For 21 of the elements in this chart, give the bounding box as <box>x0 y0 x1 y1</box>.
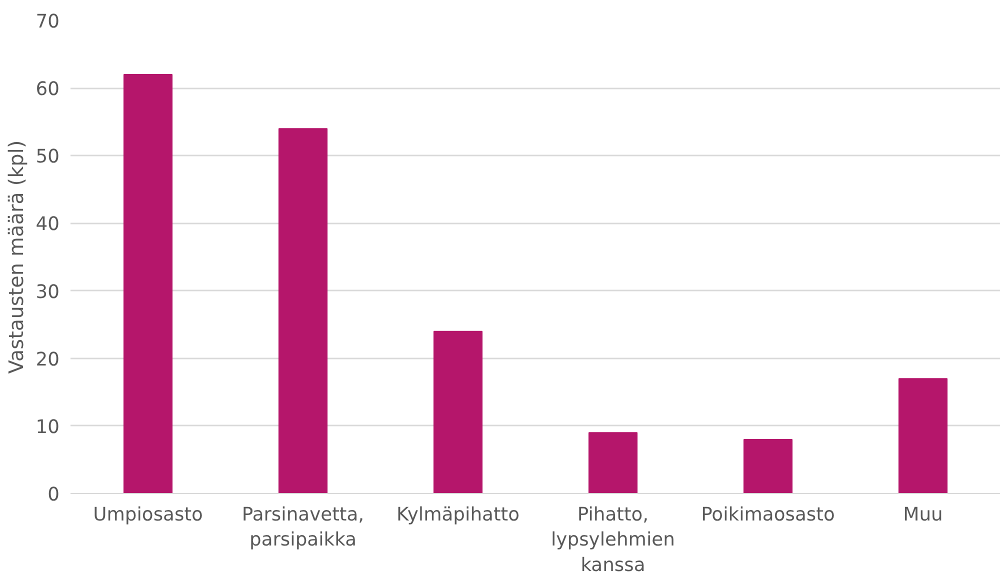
bar <box>123 74 173 494</box>
bar <box>433 330 483 494</box>
x-tick-label: Umpiosasto <box>93 504 203 526</box>
x-tick-label: Poikimaosasto <box>701 504 835 526</box>
y-tick-label: 50 <box>36 146 60 168</box>
y-tick-label: 40 <box>36 214 60 236</box>
y-tick-label: 0 <box>48 484 60 506</box>
y-axis-title: Vastausten määrä (kpl) <box>4 140 28 374</box>
x-tick-label: Muu <box>903 504 943 526</box>
y-tick-label: 60 <box>36 79 60 100</box>
x-tick-label: Pihatto, lypsylehmien kanssa <box>551 504 675 576</box>
bar <box>743 438 793 494</box>
y-tick-label: 10 <box>36 416 60 438</box>
bar <box>898 378 948 494</box>
bar <box>278 128 328 494</box>
y-tick-label: 70 <box>36 12 60 32</box>
y-tick-label: 20 <box>36 349 60 370</box>
y-tick-label: 30 <box>36 282 60 303</box>
x-tick-label: Kylmäpihatto <box>396 504 520 526</box>
bar <box>588 432 638 494</box>
x-tick-label: Parsinavetta, parsipaikka <box>242 504 364 551</box>
